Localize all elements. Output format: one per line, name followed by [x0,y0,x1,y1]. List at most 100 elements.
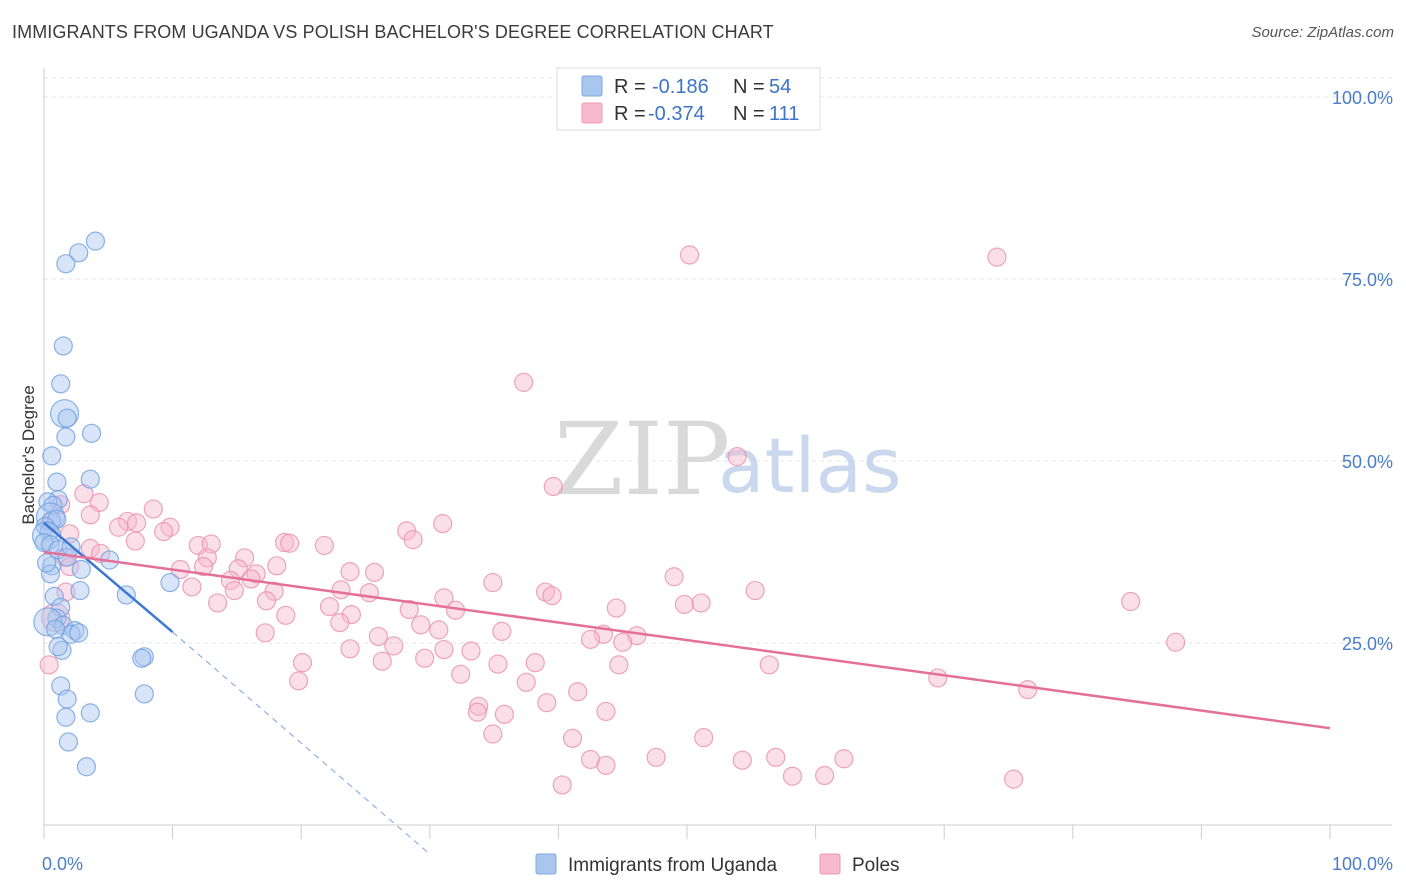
x-tick-label: 100.0% [1332,854,1393,874]
legend-n-value-uganda: 54 [769,76,791,98]
poles-point [56,582,76,602]
poles-point [467,702,487,722]
poles-point [727,447,747,467]
poles-point [108,517,129,537]
poles-point [568,682,588,702]
uganda-trend-extension [172,631,431,855]
uganda-points [31,231,180,777]
poles-point [208,593,228,613]
bottom-legend: Immigrants from Uganda Poles [535,853,900,876]
uganda-point [134,684,154,704]
trend-lines [43,521,1331,855]
bottom-legend-label-poles: Poles [852,855,900,876]
poles-points [39,245,1186,795]
poles-point [987,247,1007,267]
poles-point [759,655,779,675]
poles-point [255,623,275,643]
poles-point [766,747,786,767]
watermark-zip: ZIP [554,401,730,518]
poles-point [256,591,277,611]
poles-point [928,668,948,688]
uganda-point [40,564,61,584]
bottom-legend-label-uganda: Immigrants from Uganda [568,855,778,876]
poles-point [364,562,385,582]
poles-point [782,766,803,786]
y-tick-label: 25.0% [1342,634,1393,654]
poles-point [492,621,512,641]
watermark: ZIP atlas [554,401,902,518]
poles-point [182,577,202,597]
poles-point [596,755,616,775]
uganda-point [80,703,100,723]
uganda-point [47,472,67,492]
poles-point [483,572,503,593]
poles-point [372,651,392,671]
poles-point [494,704,514,724]
poles-point [403,530,423,550]
x-tick-label: 0.0% [42,854,83,874]
poles-point [411,615,431,635]
poles-point [341,605,361,625]
poles-point [80,505,100,525]
poles-point [606,598,626,618]
poles-point [664,567,684,587]
y-axis-label: Bachelor's Degree [19,385,38,524]
poles-point [368,626,388,647]
poles-point [537,693,557,713]
poles-point [580,629,601,649]
poles-point [224,580,244,601]
poles-point [543,476,563,497]
uganda-point [57,689,77,709]
poles-point [562,728,583,748]
uganda-point [53,336,73,356]
poles-point [461,641,481,661]
poles-point [483,724,503,744]
poles-point [745,580,765,601]
poles-point [429,620,449,640]
chart-title: IMMIGRANTS FROM UGANDA VS POLISH BACHELO… [12,22,774,42]
poles-point [153,522,174,542]
y-tick-labels: 25.0% 50.0% 75.0% 100.0% [1332,88,1393,654]
poles-point [319,596,340,617]
legend-n-value-poles: 111 [769,103,799,125]
poles-point [274,532,295,553]
poles-point [267,556,287,576]
poles-point [331,580,351,600]
poles-point [646,747,666,767]
y-tick-label: 50.0% [1342,452,1393,472]
legend-r-label-uganda: R = [614,76,646,98]
poles-point [330,613,350,633]
poles-point [609,655,629,675]
legend-n-label-uganda: N = [733,76,765,98]
poles-point [469,696,489,716]
legend-swatch-poles [581,102,603,124]
uganda-point [42,556,62,576]
poles-point [415,648,435,668]
uganda-point [48,637,68,657]
poles-point [535,582,556,602]
poles-point [451,664,471,684]
uganda-point [70,580,90,601]
watermark-atlas: atlas [718,421,902,510]
uganda-point [61,624,81,644]
poles-point [340,562,360,582]
poles-point [815,765,835,786]
legend-r-label-poles: R = [614,103,646,125]
poles-point [691,593,711,613]
poles-point [292,653,313,673]
axes [43,68,1392,839]
poles-point [246,564,266,584]
uganda-point [85,231,106,251]
uganda-point [44,586,64,607]
legend-n-label-poles: N = [733,103,765,125]
uganda-point [69,243,89,263]
uganda-point [42,446,62,466]
poles-point [125,531,145,551]
source-label: Source: ZipAtlas.com [1251,24,1394,41]
poles-point [280,533,300,553]
poles-point [627,626,647,646]
poles-point [276,605,296,625]
y-tick-label: 75.0% [1342,270,1393,290]
uganda-point [160,572,180,593]
poles-point [143,499,163,519]
